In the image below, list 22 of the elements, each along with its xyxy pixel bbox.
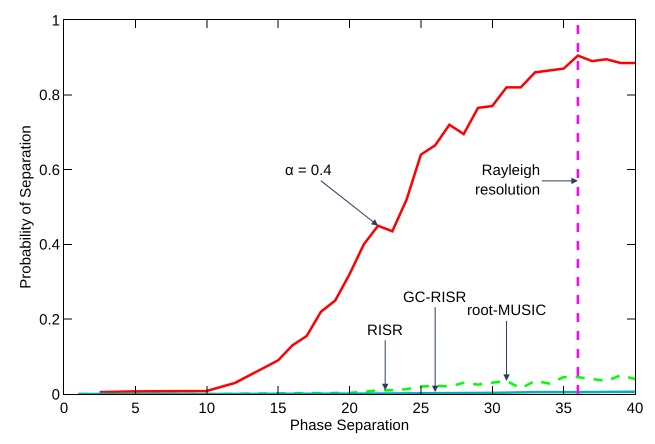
y-tick-label: 0.8 <box>39 87 60 104</box>
x-tick-label: 5 <box>131 400 140 417</box>
x-tick-label: 40 <box>626 400 644 417</box>
y-tick-label: 0.4 <box>39 236 60 254</box>
annotation: root-MUSIC <box>467 302 546 319</box>
annotation: α = 0.4 <box>285 162 332 179</box>
annotation: GC-RISR <box>403 289 466 306</box>
x-tick-label: 10 <box>198 400 216 417</box>
x-tick-label: 25 <box>412 400 430 417</box>
x-axis-title: Phase Separation <box>290 417 410 434</box>
y-tick-label: 1 <box>52 12 60 30</box>
y-tick-label: 0.6 <box>39 162 60 179</box>
ref-line-label: Rayleigh resolution <box>475 162 540 198</box>
x-tick-label: 15 <box>270 400 286 417</box>
x-tick-label: 20 <box>341 400 358 417</box>
y-tick-label: 0.2 <box>39 311 60 328</box>
y-tick-label: 0 <box>52 386 60 404</box>
y-axis-title: Probability of Separation <box>17 125 34 289</box>
line-series <box>98 54 635 394</box>
x-tick-label: 30 <box>484 400 501 417</box>
x-tick-label: 35 <box>555 400 572 417</box>
annotation: RISR <box>367 322 404 339</box>
